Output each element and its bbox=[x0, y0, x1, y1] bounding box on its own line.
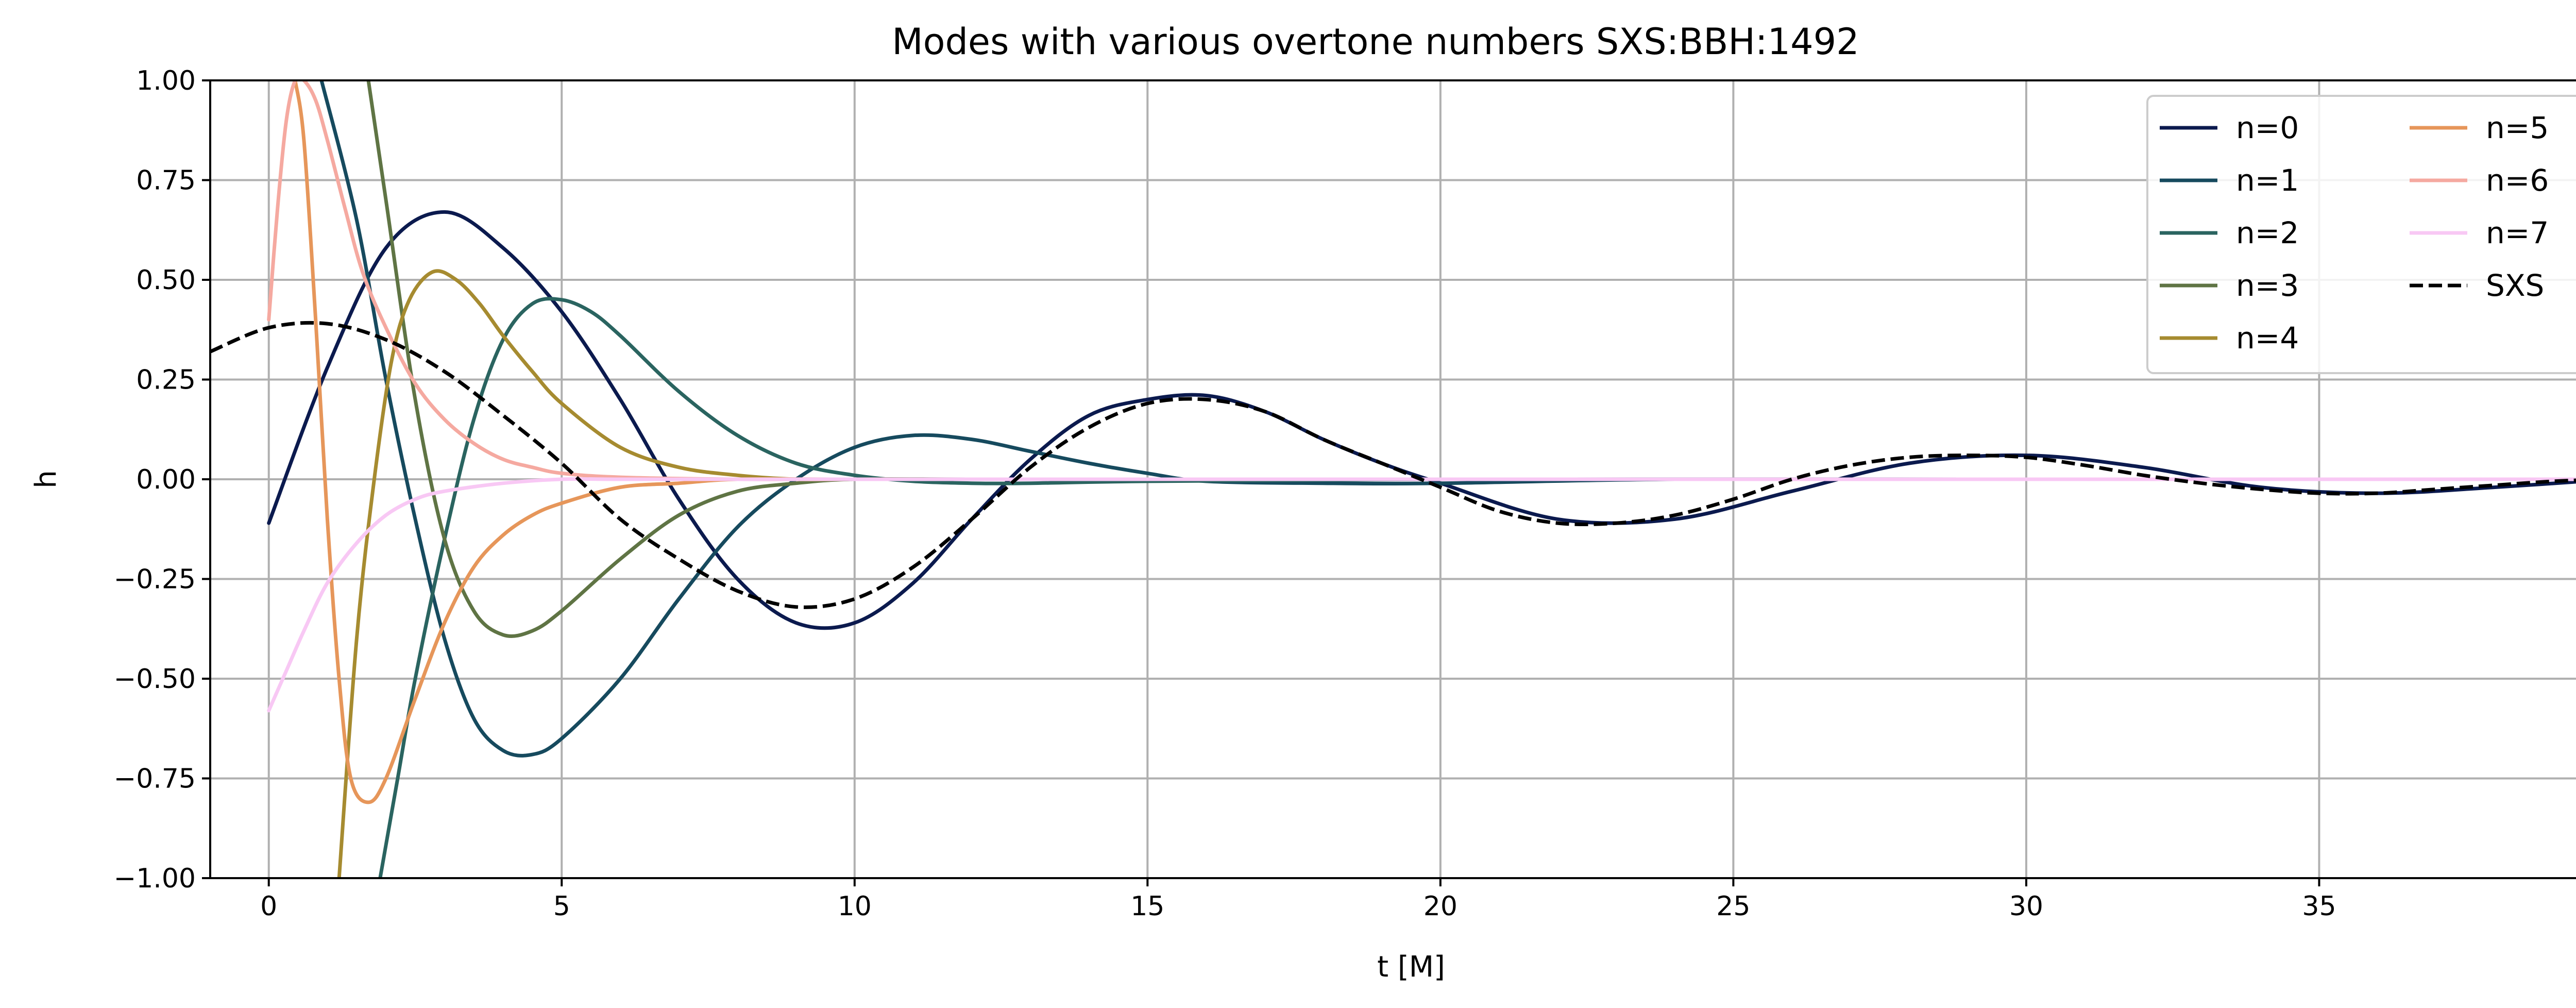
series-line-sxs bbox=[210, 321, 2576, 609]
x-tick-label: 10 bbox=[838, 891, 872, 922]
legend: n=0 n=1 n=2 n=3 n=4 n=5 n=6 n=7 SXS bbox=[2146, 95, 2576, 374]
y-tick-label: 0.00 bbox=[136, 464, 196, 495]
x-tick-label: 25 bbox=[1716, 891, 1750, 922]
series-line-n-0 bbox=[267, 210, 2576, 630]
x-tick-label: 20 bbox=[1423, 891, 1458, 922]
y-tick-label: 0.25 bbox=[136, 365, 196, 396]
chart-title: Modes with various overtone numbers SXS:… bbox=[892, 21, 1859, 63]
x-tick-label: 35 bbox=[2302, 891, 2336, 922]
legend-label: n=0 bbox=[2236, 110, 2299, 145]
x-tick-label: 5 bbox=[553, 891, 570, 922]
legend-label: n=3 bbox=[2236, 268, 2299, 303]
y-tick-label: 1.00 bbox=[136, 65, 196, 96]
x-tick-label: 30 bbox=[2009, 891, 2043, 922]
y-tick-label: −0.75 bbox=[114, 764, 196, 795]
series-line-n-7 bbox=[267, 477, 2576, 713]
y-axis-label: h bbox=[29, 470, 63, 489]
legend-label: SXS bbox=[2486, 268, 2544, 303]
legend-label: n=5 bbox=[2486, 110, 2549, 145]
legend-label: n=7 bbox=[2486, 215, 2549, 250]
x-axis-label: t [M] bbox=[1377, 950, 1445, 984]
series-layer bbox=[210, 80, 2576, 878]
legend-frame bbox=[2146, 95, 2576, 374]
legend-label: n=2 bbox=[2236, 215, 2299, 250]
y-tick-label: −0.50 bbox=[114, 664, 196, 695]
legend-label: n=4 bbox=[2236, 321, 2299, 356]
legend-label: n=1 bbox=[2236, 163, 2299, 198]
x-tick-label: 0 bbox=[260, 891, 277, 922]
y-tick-label: 0.75 bbox=[136, 165, 196, 196]
y-tick-label: −0.25 bbox=[114, 564, 196, 595]
x-tick-label: 15 bbox=[1130, 891, 1164, 922]
y-tick-label: −1.00 bbox=[114, 863, 196, 894]
axis-ticks: 0510152025303540−1.00−0.75−0.50−0.250.00… bbox=[114, 65, 2336, 922]
legend-label: n=6 bbox=[2486, 163, 2549, 198]
y-tick-label: 0.50 bbox=[136, 265, 196, 296]
